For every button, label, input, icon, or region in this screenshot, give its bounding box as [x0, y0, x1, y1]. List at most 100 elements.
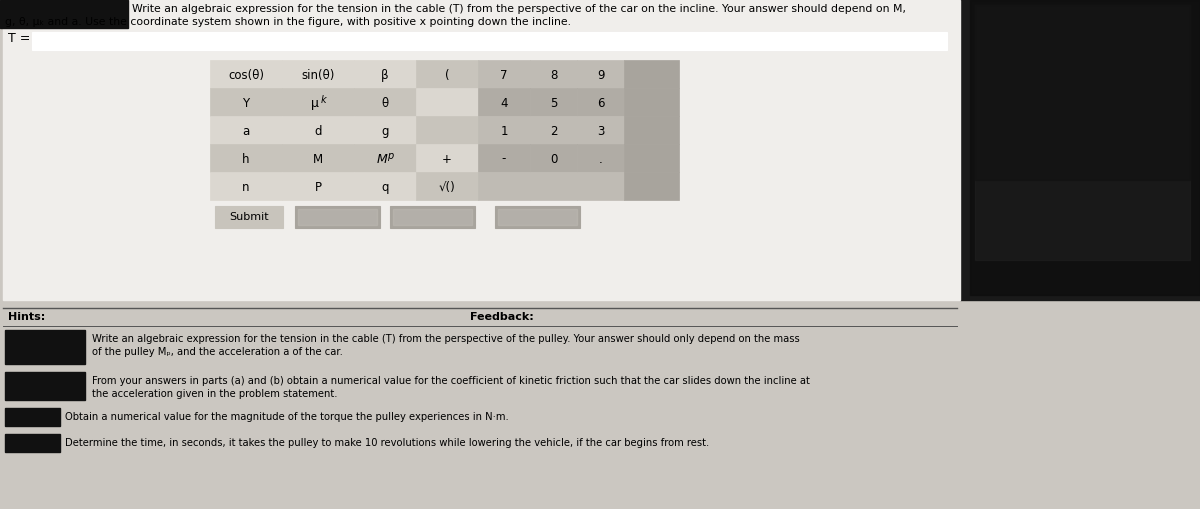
Bar — [5, 372, 85, 400]
Bar — [0, 0, 128, 28]
Bar — [394, 209, 472, 225]
Text: g, θ, μₖ and a. Use the coordinate system shown in the figure, with positive x p: g, θ, μₖ and a. Use the coordinate syste… — [5, 17, 571, 27]
Bar — [32, 32, 947, 50]
Text: Obtain a numerical value for the magnitude of the torque the pulley experiences : Obtain a numerical value for the magnitu… — [65, 412, 509, 422]
Text: p: p — [386, 151, 394, 161]
Text: 4: 4 — [500, 97, 508, 109]
Bar — [354, 60, 416, 88]
Bar — [210, 60, 282, 88]
Bar — [5, 330, 85, 364]
Text: M: M — [377, 153, 388, 165]
Bar — [530, 172, 577, 200]
Bar — [974, 5, 1190, 180]
Bar — [496, 206, 580, 228]
Bar — [577, 116, 624, 144]
Text: +: + — [442, 153, 452, 165]
Bar — [960, 0, 1200, 300]
Bar — [282, 116, 354, 144]
Bar — [354, 144, 416, 172]
Bar — [298, 209, 377, 225]
Bar — [498, 209, 577, 225]
Bar — [530, 144, 577, 172]
Bar — [478, 144, 530, 172]
Text: Determine the time, in seconds, it takes the pulley to make 10 revolutions while: Determine the time, in seconds, it takes… — [65, 438, 709, 448]
Bar — [624, 88, 679, 116]
Bar — [577, 88, 624, 116]
Text: θ: θ — [382, 97, 389, 109]
Text: 8: 8 — [550, 69, 557, 81]
Bar — [282, 172, 354, 200]
Text: Hints:: Hints: — [8, 312, 46, 322]
Text: μ: μ — [311, 97, 319, 109]
Text: 0: 0 — [550, 153, 557, 165]
Text: of the pulley Mₚ, and the acceleration a of the car.: of the pulley Mₚ, and the acceleration a… — [92, 347, 343, 357]
Bar — [354, 88, 416, 116]
Bar — [624, 116, 679, 144]
Bar — [478, 116, 530, 144]
Text: 7: 7 — [500, 69, 508, 81]
Bar — [624, 144, 679, 172]
Bar — [5, 434, 60, 452]
Text: k: k — [320, 95, 326, 105]
Text: P: P — [314, 181, 322, 193]
Bar — [210, 116, 282, 144]
Bar — [282, 60, 354, 88]
Bar — [577, 60, 624, 88]
Text: 1: 1 — [500, 125, 508, 137]
Text: T =: T = — [8, 32, 30, 45]
Text: M: M — [313, 153, 323, 165]
Bar — [354, 116, 416, 144]
Text: d: d — [314, 125, 322, 137]
Bar — [215, 206, 283, 228]
Bar — [416, 172, 478, 200]
Bar — [210, 144, 282, 172]
Bar — [530, 60, 577, 88]
Bar — [478, 172, 530, 200]
Text: β: β — [382, 69, 389, 81]
Text: sin(θ): sin(θ) — [301, 69, 335, 81]
Bar — [390, 206, 475, 228]
Text: Y: Y — [242, 97, 250, 109]
Bar — [295, 206, 380, 228]
Bar — [970, 0, 1200, 295]
Bar — [5, 408, 60, 426]
Bar — [416, 88, 478, 116]
Text: g: g — [382, 125, 389, 137]
Text: From your answers in parts (a) and (b) obtain a numerical value for the coeffici: From your answers in parts (a) and (b) o… — [92, 376, 810, 386]
Bar — [974, 5, 1190, 260]
Text: -: - — [502, 153, 506, 165]
Bar — [2, 0, 960, 300]
Bar — [210, 172, 282, 200]
Text: Submit: Submit — [229, 212, 269, 222]
Text: h: h — [242, 153, 250, 165]
Bar — [624, 172, 679, 200]
Text: √(): √() — [439, 181, 455, 193]
Text: q: q — [382, 181, 389, 193]
Bar — [282, 144, 354, 172]
Bar — [282, 88, 354, 116]
Bar — [577, 172, 624, 200]
Bar — [530, 116, 577, 144]
Text: Feedback:: Feedback: — [470, 312, 534, 322]
Text: .: . — [599, 153, 602, 165]
Bar — [210, 88, 282, 116]
Bar — [354, 172, 416, 200]
Bar — [577, 144, 624, 172]
Bar — [478, 88, 530, 116]
Text: 3: 3 — [596, 125, 604, 137]
Text: 5: 5 — [550, 97, 557, 109]
Text: n: n — [242, 181, 250, 193]
Text: Write an algebraic expression for the tension in the cable (T) from the perspect: Write an algebraic expression for the te… — [92, 334, 799, 344]
Text: cos(θ): cos(θ) — [228, 69, 264, 81]
Text: the acceleration given in the problem statement.: the acceleration given in the problem st… — [92, 389, 337, 399]
Text: (: ( — [445, 69, 449, 81]
Bar — [416, 116, 478, 144]
Bar — [530, 88, 577, 116]
Bar — [416, 144, 478, 172]
Text: 2: 2 — [550, 125, 557, 137]
Bar — [478, 60, 530, 88]
Text: a: a — [242, 125, 250, 137]
Bar — [416, 60, 478, 88]
Text: 6: 6 — [596, 97, 605, 109]
Text: 9: 9 — [596, 69, 605, 81]
